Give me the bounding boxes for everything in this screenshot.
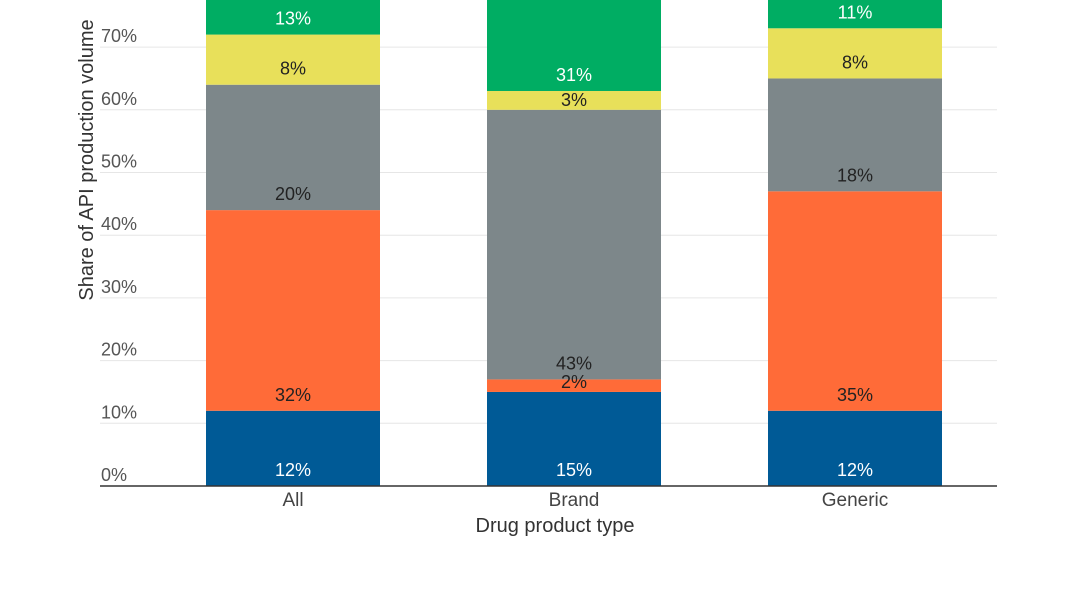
bar-segment: [487, 379, 661, 392]
bar-segment: [206, 410, 380, 486]
y-tick-label: 40%: [101, 214, 137, 234]
data-label: 8%: [280, 59, 306, 79]
data-label: 31%: [556, 65, 592, 85]
data-label: 12%: [275, 460, 311, 480]
data-label: 18%: [837, 165, 873, 185]
y-tick-label: 30%: [101, 277, 137, 297]
data-label: 13%: [275, 9, 311, 29]
y-axis-ticks: 0% 10% 20% 30% 40% 50% 60% 70%: [101, 26, 137, 485]
bar-segment: [768, 0, 942, 29]
x-axis-title: Drug product type: [476, 515, 635, 537]
bar-segment: [487, 0, 661, 91]
bar-segment: [206, 34, 380, 85]
y-tick-label: 20%: [101, 340, 137, 360]
bar-segment: [768, 410, 942, 486]
data-label: 35%: [837, 385, 873, 405]
y-tick-label: 50%: [101, 152, 137, 172]
bar-segment: [768, 28, 942, 79]
bar-segment: [206, 84, 380, 211]
data-label: 32%: [275, 385, 311, 405]
data-label: 8%: [842, 52, 868, 72]
x-category-label: Generic: [822, 490, 889, 511]
y-tick-label: 0%: [101, 465, 127, 485]
bar-segment: [768, 191, 942, 411]
y-tick-label: 70%: [101, 26, 137, 46]
data-label: 43%: [556, 353, 592, 373]
bar-segment: [206, 0, 380, 35]
y-axis-title: Share of API production volume: [76, 19, 98, 300]
data-label: 15%: [556, 460, 592, 480]
data-label: 20%: [275, 184, 311, 204]
x-category-label: All: [282, 490, 303, 511]
x-category-label: Brand: [549, 490, 600, 511]
data-label: 3%: [561, 90, 587, 110]
bars: [206, 0, 942, 486]
y-tick-label: 10%: [101, 402, 137, 422]
data-label: 2%: [561, 372, 587, 392]
x-axis-categories: All Brand Generic: [282, 490, 888, 511]
bar-segment: [487, 391, 661, 486]
data-label: 12%: [837, 460, 873, 480]
data-labels: 12% 32% 20% 8% 13% 15% 2%43% 3% 31% 12% 35% 18% 8% 11…: [275, 2, 873, 480]
bar-segment: [487, 109, 661, 380]
bar-segment: [487, 90, 661, 110]
bar-segment: [768, 78, 942, 192]
bar-segment: [206, 210, 380, 411]
data-label: 11%: [838, 2, 873, 22]
y-tick-label: 60%: [101, 89, 137, 109]
